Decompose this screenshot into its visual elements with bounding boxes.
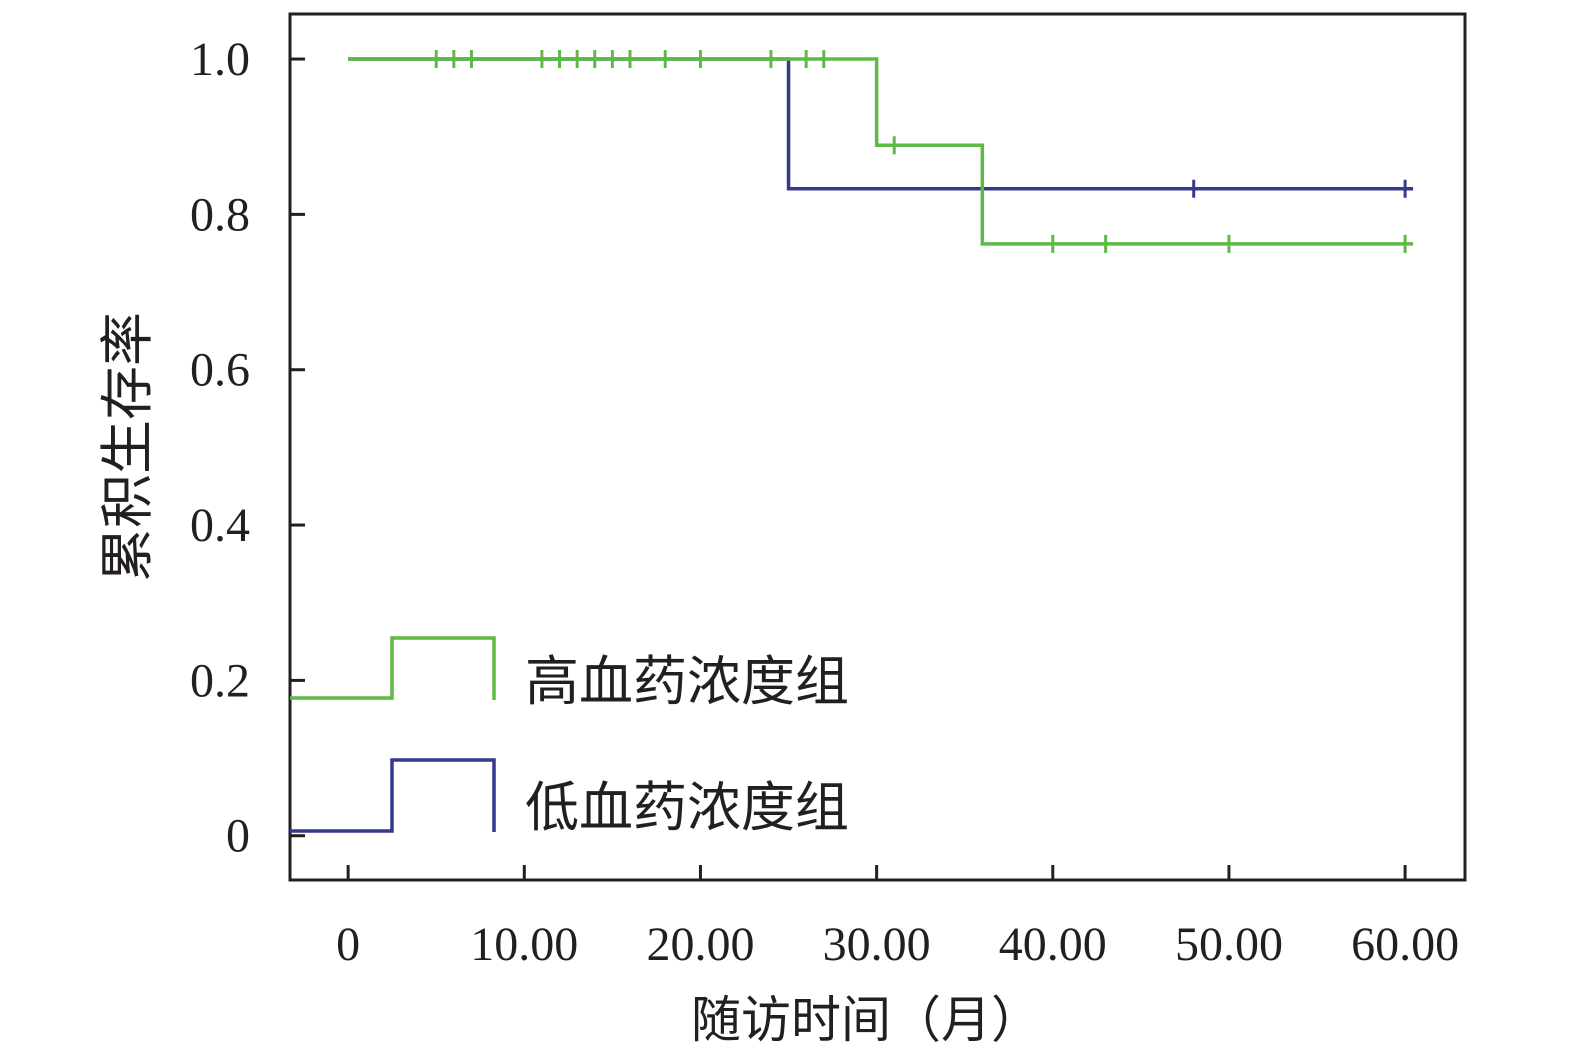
- x-axis-title: 随访时间（月）: [691, 992, 1041, 1048]
- x-tick-label: 0: [336, 918, 360, 971]
- y-tick-label: 0: [226, 810, 250, 863]
- series-layer: [348, 50, 1414, 253]
- legend-item-high-concentration: 高血药浓度组: [290, 636, 849, 712]
- x-tick-label: 60.00: [1351, 918, 1459, 971]
- legend-swatch-low-concentration: [290, 758, 496, 833]
- survival-curve-line: [348, 57, 1414, 246]
- x-tick-label: 10.00: [470, 918, 578, 971]
- y-tick-label: 0.4: [190, 499, 250, 552]
- survival-curve-line: [348, 57, 1414, 191]
- y-tick-label: 1.0: [190, 33, 250, 86]
- y-axis-title: 累积生存率: [98, 312, 158, 582]
- survival-curve-high-concentration: [348, 50, 1414, 253]
- legend-label-low-concentration: 低血药浓度组: [525, 778, 849, 838]
- legend-item-low-concentration: 低血药浓度组: [290, 758, 849, 838]
- legend-label-high-concentration: 高血药浓度组: [525, 652, 849, 712]
- legend-swatch-high-concentration: [290, 636, 496, 700]
- y-tick-label: 0.6: [190, 344, 250, 397]
- x-tick-label: 40.00: [999, 918, 1107, 971]
- x-axis: 0 10.00 20.00 30.00 40.00 50.00 60.00: [336, 865, 1459, 971]
- survival-curve-low-concentration: [348, 57, 1414, 198]
- y-axis: 0 0.2 0.4 0.6 0.8 1.0: [190, 33, 305, 863]
- y-tick-label: 0.8: [190, 188, 250, 241]
- x-tick-label: 30.00: [823, 918, 931, 971]
- x-tick-label: 20.00: [646, 918, 754, 971]
- y-tick-label: 0.2: [190, 654, 250, 707]
- x-tick-label: 50.00: [1175, 918, 1283, 971]
- legend: 高血药浓度组 低血药浓度组: [290, 636, 849, 838]
